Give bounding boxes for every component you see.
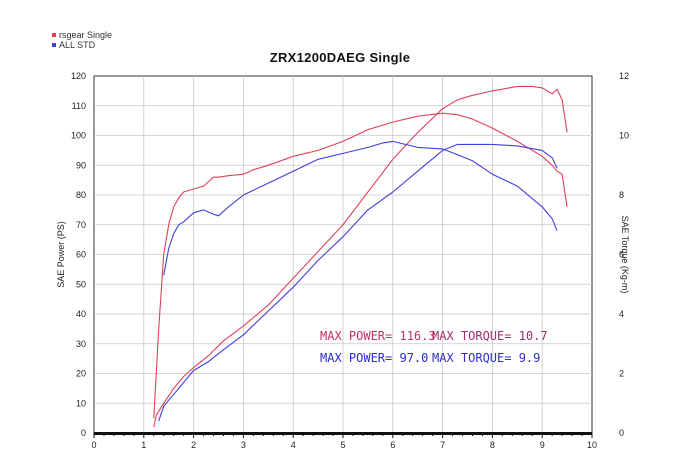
legend-label: rsgear Single	[59, 30, 113, 40]
y-left-tick-label: 30	[76, 339, 86, 349]
legend: rsgear Single ALL STD	[52, 30, 112, 50]
annotation-std-power: MAX POWER= 97.0	[320, 351, 429, 365]
std-torque-line	[158, 143, 558, 422]
chart-title: ZRX1200DAEG Single	[269, 50, 411, 65]
y-left-tick-label: 20	[76, 369, 86, 379]
legend-swatch-rsgear	[52, 33, 56, 37]
y-left-tick-label: 90	[76, 160, 86, 170]
legend-item: ALL STD	[52, 40, 112, 50]
y-left-tick-label: 40	[76, 309, 86, 319]
y-right-tick-label: 2	[619, 369, 624, 379]
rsgear-power-line	[153, 112, 568, 419]
x-tick-label: 4	[291, 440, 296, 450]
x-tick-label: 9	[540, 440, 545, 450]
x-tick-label: 3	[241, 440, 246, 450]
y-left-tick-label: 60	[76, 250, 86, 260]
x-tick-label: 0	[91, 440, 96, 450]
legend-swatch-std	[52, 43, 56, 47]
legend-item: rsgear Single	[52, 30, 112, 40]
rsgear-torque-line	[153, 85, 568, 428]
y-right-tick-label: 12	[619, 71, 629, 81]
y-left-tick-label: 120	[71, 71, 86, 81]
y-left-tick-label: 110	[72, 101, 86, 111]
y-right-tick-label: 6	[619, 250, 624, 260]
y-left-tick-label: 80	[76, 190, 86, 200]
x-tick-label: 6	[390, 440, 395, 450]
y-left-tick-label: 70	[76, 220, 86, 230]
annotation-rsgear-torque: MAX TORQUE= 10.7	[432, 329, 548, 343]
y-left-axis-label: SAE Power (PS)	[56, 221, 66, 288]
annotation-std-torque: MAX TORQUE= 9.9	[432, 351, 541, 365]
x-tick-label: 5	[340, 440, 345, 450]
x-tick-label: 1	[141, 440, 146, 450]
y-right-tick-label: 4	[619, 309, 624, 319]
x-tick-label: 8	[490, 440, 495, 450]
x-tick-label: 7	[440, 440, 445, 450]
y-left-tick-label: 10	[76, 398, 86, 408]
y-left-tick-label: 50	[76, 279, 86, 289]
y-right-tick-label: 10	[619, 131, 629, 141]
x-tick-label: 10	[587, 440, 597, 450]
legend-label: ALL STD	[59, 40, 96, 50]
y-right-axis-label: SAE Torque (Kg-m)	[620, 216, 630, 294]
y-left-tick-label: 0	[81, 428, 86, 438]
y-right-tick-label: 0	[619, 428, 624, 438]
std-power-line	[163, 140, 558, 276]
annotation-rsgear-power: MAX POWER= 116.3	[320, 329, 436, 343]
y-right-tick-label: 8	[619, 190, 624, 200]
y-left-tick-label: 100	[71, 131, 86, 141]
x-tick-label: 2	[191, 440, 196, 450]
